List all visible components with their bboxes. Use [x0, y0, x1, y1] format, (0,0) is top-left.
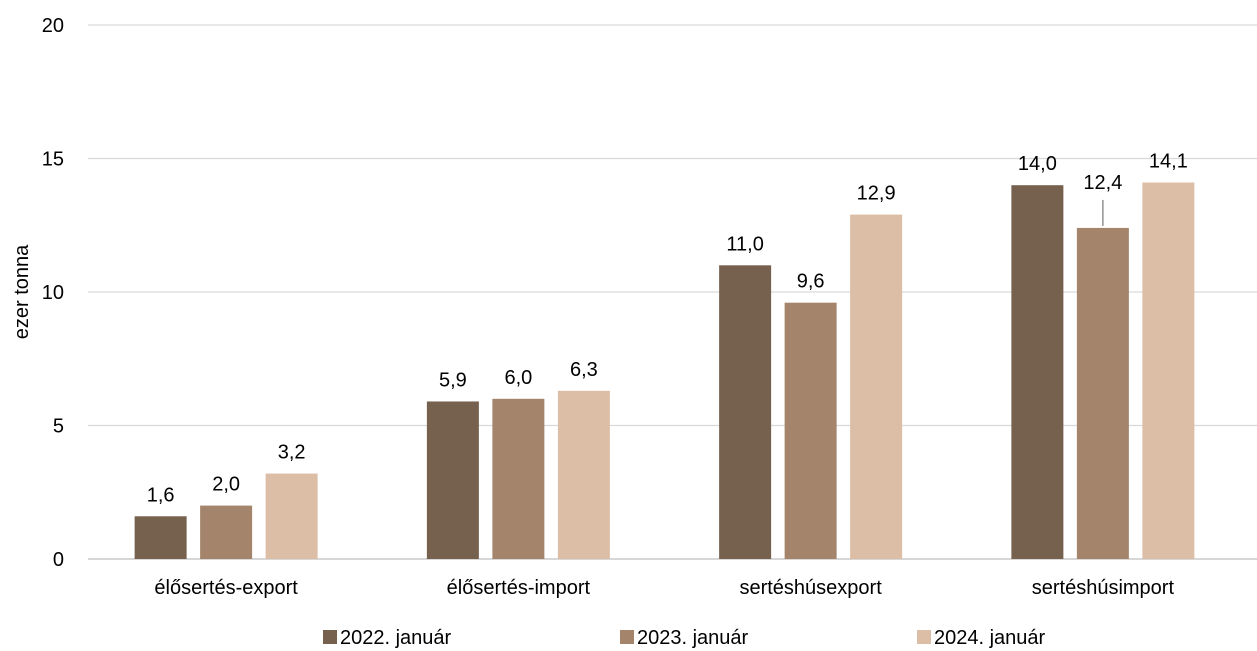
legend-label: 2024. január [934, 627, 1046, 649]
data-label: 9,6 [797, 271, 825, 293]
bar [557, 390, 610, 559]
data-label: 12,4 [1083, 172, 1122, 194]
data-label: 6,3 [570, 359, 598, 381]
bar [492, 398, 545, 559]
data-labels: 1,6 2,0 3,2 5,9 6,0 6,3 11,0 9,6 12,9 14,0 12,4 14,… [147, 151, 1188, 507]
legend-label: 2023. január [637, 627, 749, 649]
data-label: 6,0 [504, 367, 532, 389]
bar [134, 516, 187, 559]
data-label: 14,1 [1149, 151, 1188, 173]
legend: 2022. január 2023. január 2024. január [323, 627, 1046, 649]
bar [265, 473, 318, 559]
legend-swatch [323, 630, 337, 644]
bar [784, 302, 837, 559]
y-axis-label: ezer tonna [11, 244, 33, 339]
category-label: élősertés-export [154, 577, 298, 599]
category-label: élősertés-import [447, 577, 591, 599]
legend-swatch [917, 630, 931, 644]
data-label: 2,0 [212, 474, 240, 496]
y-tick-label: 20 [42, 15, 64, 37]
bars [134, 182, 1195, 560]
y-axis-ticks: 0 5 10 15 20 [42, 15, 64, 571]
bar [426, 401, 479, 559]
data-label: 3,2 [278, 442, 306, 464]
data-label: 5,9 [439, 369, 467, 391]
y-tick-label: 0 [53, 549, 64, 571]
data-label: 11,0 [726, 233, 763, 255]
bar [1076, 227, 1129, 560]
bar [1142, 182, 1195, 559]
legend-swatch [620, 630, 634, 644]
y-tick-label: 15 [42, 149, 64, 171]
legend-label: 2022. január [340, 627, 452, 649]
data-label: 12,9 [857, 183, 896, 205]
y-tick-label: 10 [42, 282, 64, 304]
x-axis-categories: élősertés-export élősertés-import sertéshú… [154, 577, 1174, 599]
data-label: 1,6 [147, 484, 175, 506]
bar [200, 505, 253, 559]
data-label: 14,0 [1018, 153, 1057, 175]
y-tick-label: 5 [53, 416, 64, 438]
bar [719, 265, 772, 559]
bar [850, 214, 903, 559]
bar [1011, 185, 1064, 559]
category-label: sertéshúsexport [739, 577, 882, 599]
category-label: sertéshúsimport [1032, 577, 1175, 599]
